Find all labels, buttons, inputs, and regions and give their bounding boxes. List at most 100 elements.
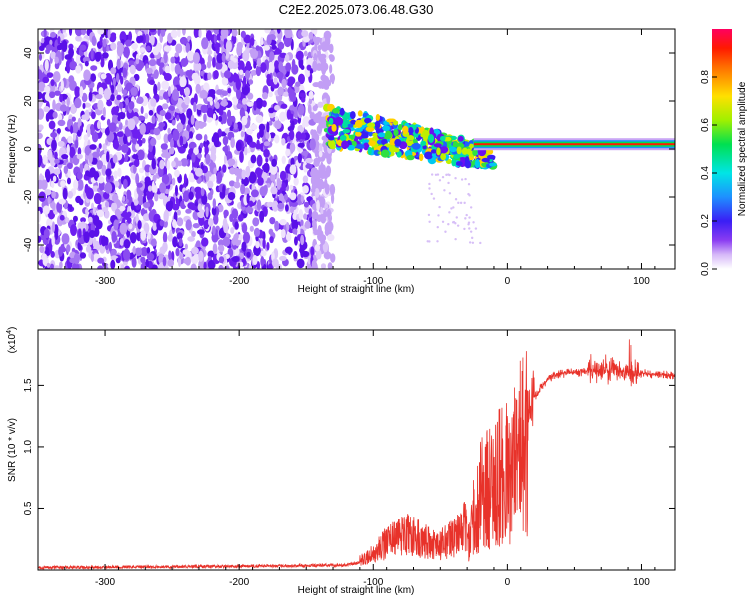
heatmap-cell — [445, 173, 448, 177]
heatmap-cell — [234, 168, 241, 176]
heatmap-cell — [146, 189, 154, 202]
heatmap-cell — [206, 49, 213, 55]
heatmap-cell — [436, 147, 441, 156]
heatmap-cell — [57, 140, 65, 147]
heatmap-cell — [206, 96, 213, 102]
heatmap-cell — [90, 65, 98, 71]
heatmap-cell — [327, 136, 335, 141]
heatmap-cell — [257, 176, 264, 186]
heatmap-cell — [223, 223, 229, 234]
heatmap-cell — [301, 121, 306, 128]
heatmap-cell — [127, 60, 136, 66]
heatmap-cell — [83, 134, 89, 142]
heatmap-cell — [240, 30, 246, 39]
heatmap-cell — [303, 50, 308, 57]
heatmap-cell — [393, 120, 399, 126]
heatmap-cell — [289, 142, 296, 153]
heatmap-cell — [221, 90, 229, 97]
heatmap-cell — [201, 237, 209, 247]
heatmap-cell — [152, 47, 159, 56]
heatmap-cell — [102, 143, 107, 151]
heatmap-cell — [234, 232, 239, 240]
heatmap-cell — [146, 252, 155, 261]
heatmap-cell — [295, 81, 301, 87]
heatmap-cell — [247, 92, 254, 100]
heatmap-cell — [38, 53, 43, 61]
heatmap-cell — [222, 135, 229, 146]
heatmap-cell — [110, 84, 115, 94]
heatmap-cell — [132, 154, 139, 160]
heatmap-cell — [354, 127, 364, 133]
heatmap-cell — [167, 86, 172, 97]
heatmap-cell — [319, 178, 324, 188]
heatmap-cell — [281, 78, 287, 89]
heatmap-cell — [113, 219, 119, 231]
heatmap-cell — [47, 195, 51, 205]
heatmap-cell — [164, 209, 168, 217]
heatmap-cell — [52, 175, 57, 182]
heatmap-cell — [162, 231, 168, 244]
heatmap-cell — [205, 172, 210, 182]
heatmap-cell — [323, 251, 332, 260]
heatmap-cell — [108, 122, 117, 133]
heatmap-cell — [97, 99, 104, 111]
heatmap-cell — [135, 143, 140, 151]
heatmap-cell — [138, 35, 144, 42]
heatmap-cell — [91, 151, 100, 159]
spectrogram-x-tick-label: 100 — [633, 276, 650, 287]
heatmap-cell — [467, 192, 470, 196]
spectrogram-y-tick-label: -20 — [23, 189, 34, 204]
heatmap-cell — [364, 117, 372, 124]
heatmap-cell — [180, 158, 189, 167]
heatmap-cell — [96, 120, 101, 130]
heatmap-cell — [117, 115, 121, 122]
heatmap-cell — [71, 116, 76, 122]
heatmap-cell — [104, 127, 110, 136]
heatmap-cell — [197, 203, 203, 212]
heatmap-cell — [54, 151, 58, 159]
heatmap-cell — [79, 86, 84, 98]
heatmap-cell — [148, 109, 154, 116]
heatmap-cell — [150, 238, 157, 247]
heatmap-cell — [330, 192, 335, 204]
heatmap-cell — [199, 142, 204, 148]
heatmap-cell — [279, 255, 287, 261]
heatmap-cell — [145, 45, 151, 52]
heatmap-cell — [189, 131, 194, 139]
heatmap-cell — [43, 106, 50, 113]
heatmap-cell — [433, 143, 442, 148]
heatmap-cell — [192, 222, 200, 229]
scale-factor-exponent: 4 — [6, 330, 13, 334]
heatmap-cell — [191, 230, 196, 238]
heatmap-cell — [134, 247, 143, 257]
heatmap-cell — [260, 250, 267, 257]
heatmap-cell — [210, 174, 216, 182]
heatmap-cell — [126, 108, 135, 120]
heatmap-cell — [284, 246, 293, 254]
heatmap-cell — [258, 123, 266, 132]
heatmap-cell — [252, 217, 260, 227]
snr-axes: -300 -200 -100 0 100 0.5 1.0 1.5 — [23, 330, 675, 588]
heatmap-cell — [297, 103, 305, 116]
heatmap-cell — [114, 208, 121, 217]
heatmap-cell — [171, 89, 180, 101]
heatmap-cell — [212, 56, 216, 68]
heatmap-cell — [96, 209, 105, 218]
heatmap-cell — [326, 94, 331, 105]
heatmap-cell — [207, 250, 215, 258]
spectrogram-y-tick-label: 20 — [23, 95, 34, 107]
heatmap-cell — [246, 101, 254, 107]
heatmap-cell — [136, 98, 142, 104]
heatmap-cell — [198, 259, 204, 269]
heatmap-cell — [309, 138, 316, 151]
heatmap-cell — [250, 154, 257, 164]
snr-x-tick-label: -300 — [95, 577, 115, 588]
heatmap-cell — [203, 220, 209, 230]
heatmap-cell — [137, 220, 142, 230]
heatmap-cell — [255, 97, 264, 109]
heatmap-cell — [295, 131, 302, 141]
heatmap-cell — [452, 206, 455, 209]
heatmap-cell — [448, 192, 452, 195]
heatmap-cell — [467, 183, 471, 186]
